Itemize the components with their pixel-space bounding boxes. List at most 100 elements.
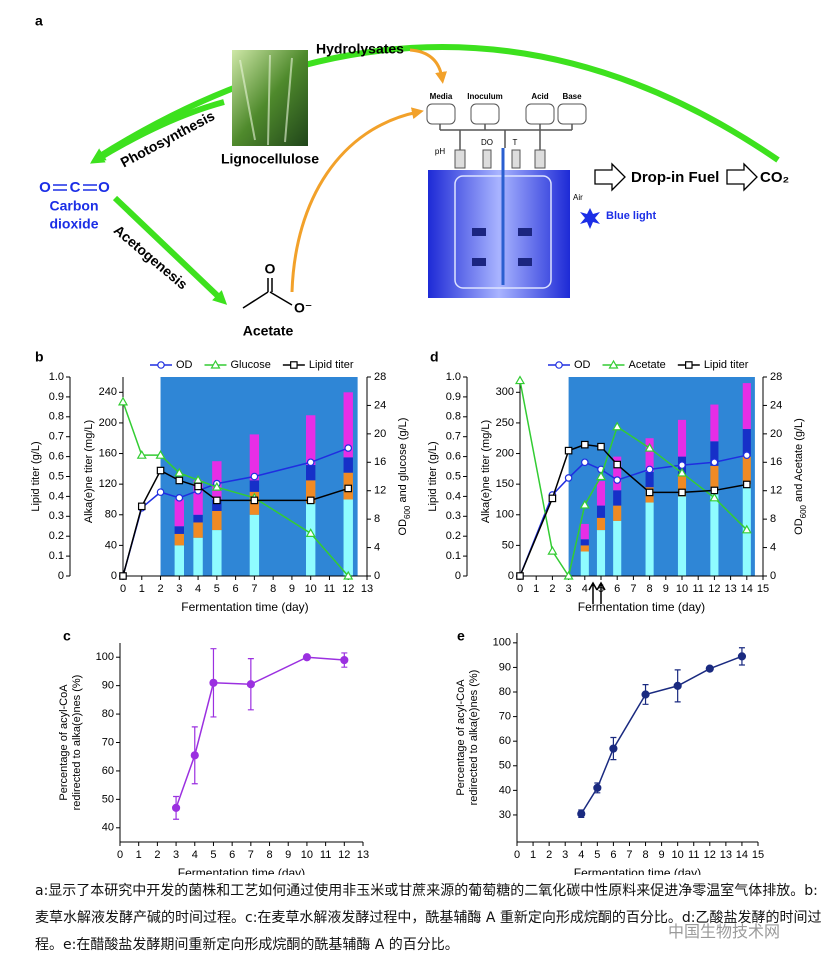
bar-segment xyxy=(249,434,260,481)
y-tick-label: 24 xyxy=(770,399,782,411)
y-tick-label: 100 xyxy=(96,651,114,663)
y-tick-label: 40 xyxy=(102,822,114,834)
fuel-label: Drop-in Fuel xyxy=(631,169,719,186)
y-tick-label: 60 xyxy=(102,765,114,777)
marker xyxy=(742,480,751,489)
series-line xyxy=(519,380,748,578)
tree-trunks xyxy=(239,54,293,146)
marker xyxy=(676,467,688,477)
co2-bonds xyxy=(53,184,97,191)
x-tick-label: 5 xyxy=(598,583,604,595)
caption: a:显示了本研究中开发的菌株和工艺如何通过使用非玉米或甘蔗来源的葡萄糖的二氧化碳… xyxy=(35,883,822,953)
y-tick-label: 50 xyxy=(502,539,514,551)
bar-segment xyxy=(596,517,606,531)
bar-segment xyxy=(613,456,622,491)
x-tick-label: 11 xyxy=(692,583,703,595)
panel-label: c xyxy=(63,628,71,644)
x-tick-label: 1 xyxy=(533,583,539,595)
x-tick-label: 0 xyxy=(120,583,126,595)
marker xyxy=(137,502,146,511)
marker xyxy=(119,572,127,580)
bar-segment xyxy=(212,499,222,511)
marker xyxy=(194,482,202,491)
marker xyxy=(564,446,573,455)
x-tick-label: 7 xyxy=(626,849,632,861)
bar-segment xyxy=(212,510,222,531)
x-tick-label: 15 xyxy=(757,583,769,595)
x-tick-label: 9 xyxy=(285,849,291,861)
reactor-jacket xyxy=(428,170,570,298)
y-tick-label: 0.8 xyxy=(49,411,64,423)
bar-segment xyxy=(742,456,751,485)
panel-label: d xyxy=(430,349,439,365)
x-tick-label: 0 xyxy=(514,849,520,861)
bar-segment xyxy=(710,404,719,442)
probe xyxy=(454,149,466,169)
vessel xyxy=(470,103,500,125)
marker xyxy=(171,803,181,812)
marker xyxy=(678,461,686,469)
marker xyxy=(516,572,524,580)
marker xyxy=(580,458,589,467)
x-tick-label: 11 xyxy=(688,849,699,861)
fuel-arrow xyxy=(594,162,626,192)
bar-segment xyxy=(596,481,606,506)
x-tick-label: 3 xyxy=(173,849,179,861)
marker xyxy=(710,486,719,495)
y-tick-label: 30 xyxy=(499,809,511,821)
x-tick-label: 10 xyxy=(676,583,688,595)
panel-label: a xyxy=(35,13,43,29)
legend-label: OD xyxy=(574,359,591,371)
y-tick-label: 160 xyxy=(99,447,117,459)
co2-label: CO₂ xyxy=(760,169,789,186)
y-tick-label: 0.1 xyxy=(49,550,64,562)
bar-segment xyxy=(306,465,316,481)
carbon-cycle-arrow xyxy=(91,44,780,163)
bar-segment xyxy=(306,503,316,576)
bar-segment xyxy=(174,526,184,534)
y-axis-title: Percentage of acyl-CoA xyxy=(455,679,467,796)
y-tick-label: 0.7 xyxy=(446,431,461,443)
panel-a: a Hydrolysates Lignocellulose Photosynth… xyxy=(35,13,789,339)
y2-axis-title-part: and Acetate (g/L) xyxy=(793,418,805,505)
marker xyxy=(613,460,622,469)
x-tick-label: 4 xyxy=(195,583,201,595)
marker xyxy=(209,678,218,687)
marker xyxy=(250,496,259,505)
marker xyxy=(608,359,619,369)
panel-label: e xyxy=(457,628,465,644)
bar-segment xyxy=(710,465,719,491)
marker xyxy=(645,465,654,474)
x-tick-label: 4 xyxy=(578,849,584,861)
marker xyxy=(344,484,353,493)
y-tick-label: 70 xyxy=(499,711,511,723)
marker xyxy=(555,361,563,369)
probe xyxy=(534,149,546,169)
x-tick-label: 12 xyxy=(708,583,720,595)
y-tick-label: 200 xyxy=(496,447,514,459)
x-tick-label: 8 xyxy=(270,583,276,595)
marker xyxy=(306,458,315,467)
legend-label: Lipid titer xyxy=(704,359,749,371)
vessel-label: Inoculum xyxy=(467,92,503,101)
marker xyxy=(595,471,607,481)
marker xyxy=(645,488,654,497)
x-tick-label: 10 xyxy=(305,583,317,595)
y-tick-label: 1.0 xyxy=(446,371,461,383)
marker xyxy=(136,449,147,459)
co2-atom: C xyxy=(70,179,81,196)
x-tick-label: 9 xyxy=(659,849,665,861)
x-tick-label: 3 xyxy=(176,583,182,595)
bioreactor: Media Inoculum Acid Base pH DO T Air Blu… xyxy=(426,92,656,298)
x-tick-label: 0 xyxy=(517,583,523,595)
marker xyxy=(157,361,165,369)
marker xyxy=(678,488,686,497)
bar-segment xyxy=(596,505,606,518)
marker xyxy=(613,476,622,484)
marker xyxy=(290,361,298,369)
y-tick-label: 0.2 xyxy=(446,530,461,542)
marker xyxy=(210,359,221,369)
y-tick-label: 90 xyxy=(499,661,511,673)
x-tick-label: 9 xyxy=(663,583,669,595)
